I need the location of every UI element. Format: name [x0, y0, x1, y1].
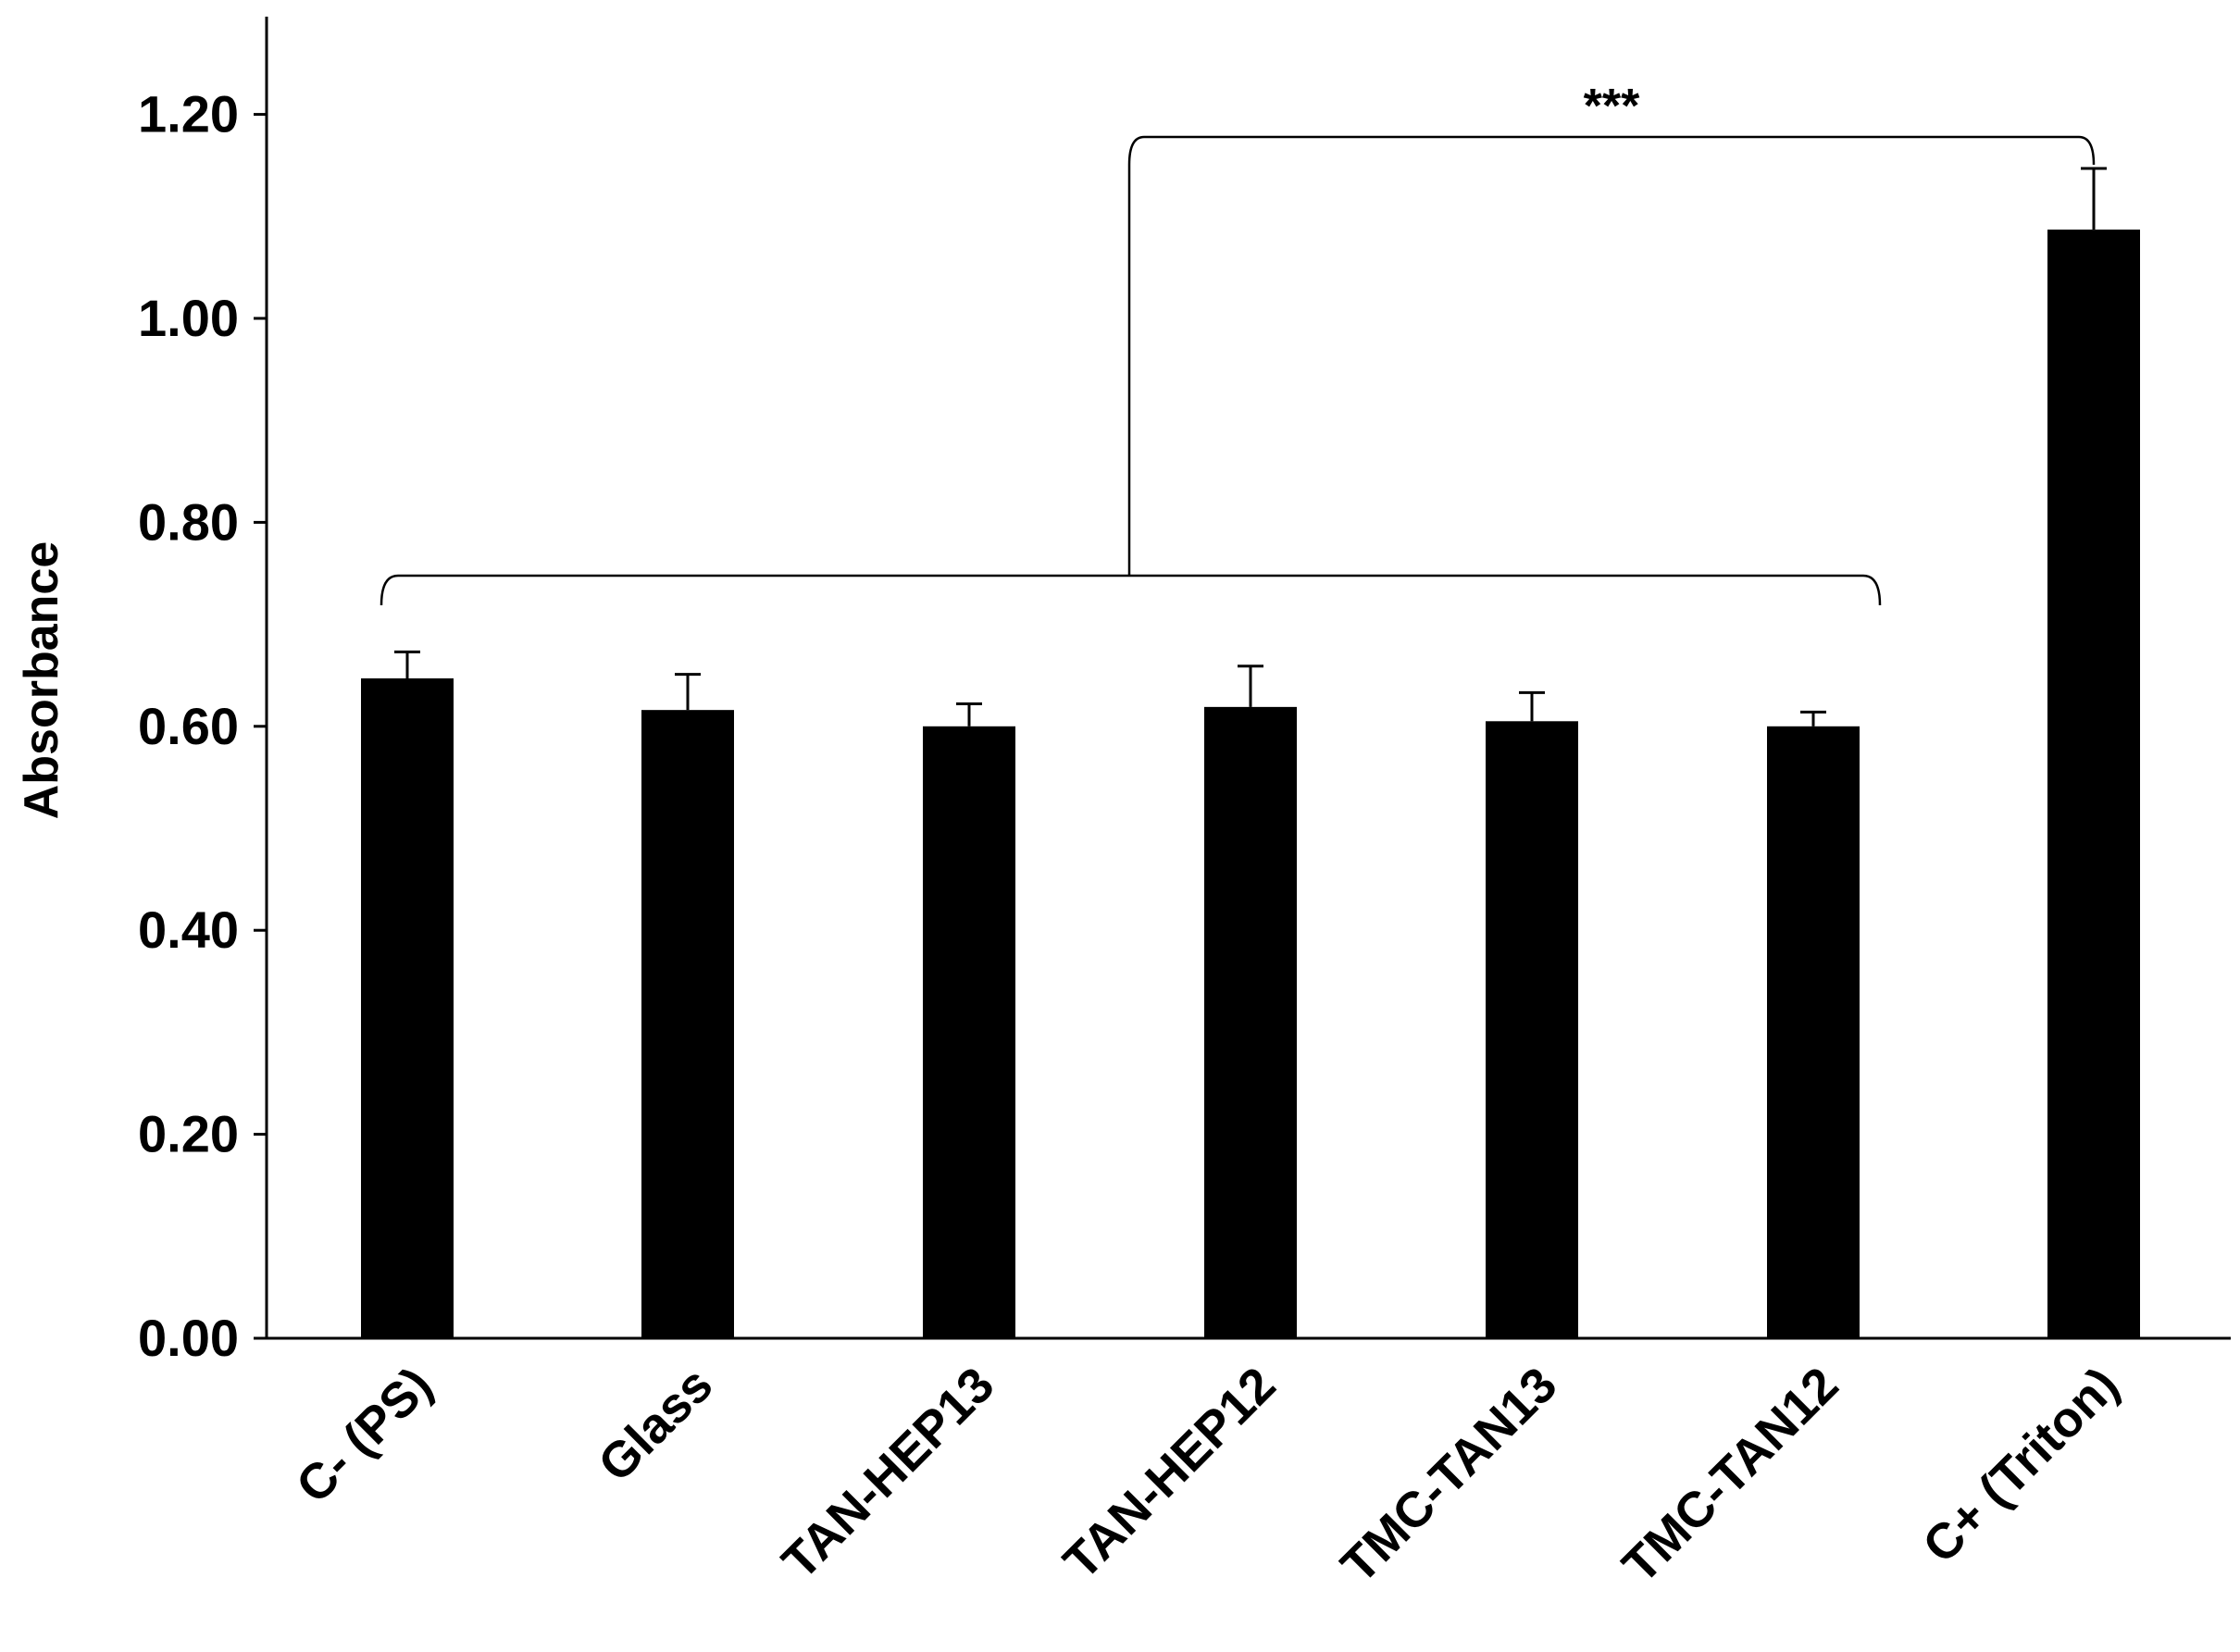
group-bracket	[380, 574, 1882, 606]
y-tick-label: 0.80	[138, 492, 239, 551]
bar	[2047, 230, 2140, 1339]
x-axis-labels: C- (PS) Glass TAN-HEP13 TAN-HEP12 TMC-TAN13 T…	[286, 1357, 2130, 1594]
y-tick-label: 0.40	[138, 901, 239, 959]
x-tick-label: C+ (Triton)	[1912, 1357, 2129, 1573]
x-tick-label: C- (PS)	[286, 1357, 443, 1514]
bars	[361, 230, 2140, 1339]
y-tick-label: 1.20	[138, 85, 239, 143]
bar	[1204, 706, 1297, 1338]
y-tick-label: 0.60	[138, 697, 239, 755]
y-axis-title: Absorbance	[15, 541, 68, 820]
significance-annotation: ***	[380, 80, 2096, 606]
x-tick-label: TAN-HEP13	[772, 1357, 1005, 1590]
comparison-bracket	[1127, 135, 2096, 576]
x-tick-label: TAN-HEP12	[1053, 1357, 1287, 1590]
x-tick-label: TMC-TAN12	[1612, 1357, 1849, 1594]
x-tick-label: Glass	[588, 1357, 723, 1492]
bar	[1486, 721, 1578, 1338]
error-bars	[394, 167, 2107, 727]
y-axis-ticks: 0.00 0.20 0.40 0.60 0.80 1.00 1.20	[138, 85, 267, 1367]
y-tick-label: 1.00	[138, 289, 239, 347]
significance-stars: ***	[1584, 80, 1640, 133]
bar	[1767, 726, 1860, 1338]
y-tick-label: 0.20	[138, 1105, 239, 1163]
bar	[923, 726, 1015, 1338]
x-tick-label: TMC-TAN13	[1331, 1357, 1568, 1594]
y-tick-label: 0.00	[138, 1309, 239, 1367]
bar	[641, 710, 734, 1338]
bar	[361, 678, 454, 1338]
